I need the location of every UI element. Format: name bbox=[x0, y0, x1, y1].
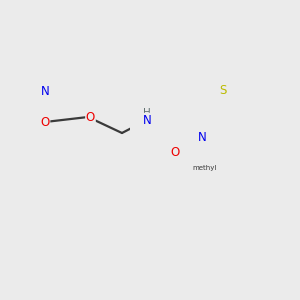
Text: methyl: methyl bbox=[193, 165, 217, 171]
Text: O: O bbox=[170, 146, 180, 160]
Text: H: H bbox=[143, 107, 151, 118]
Text: N: N bbox=[142, 113, 152, 127]
Text: S: S bbox=[219, 83, 227, 97]
Text: N: N bbox=[198, 130, 206, 143]
Text: O: O bbox=[86, 110, 95, 124]
Text: N: N bbox=[40, 85, 50, 98]
Text: O: O bbox=[40, 116, 50, 128]
